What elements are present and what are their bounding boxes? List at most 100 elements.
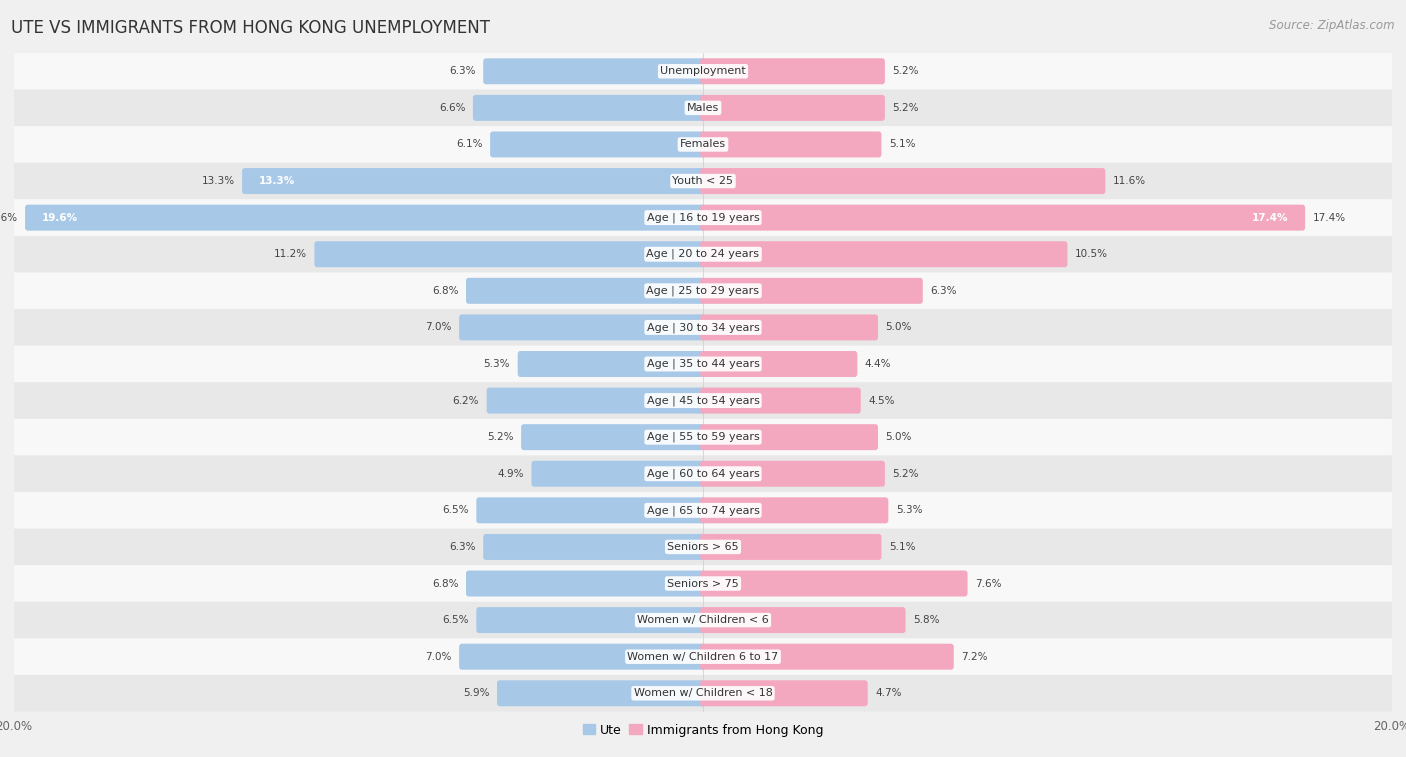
Text: 5.9%: 5.9%	[463, 688, 489, 698]
Text: Age | 45 to 54 years: Age | 45 to 54 years	[647, 395, 759, 406]
Text: 4.4%: 4.4%	[865, 359, 891, 369]
FancyBboxPatch shape	[14, 346, 1392, 382]
Text: 5.2%: 5.2%	[893, 469, 920, 478]
FancyBboxPatch shape	[465, 571, 706, 597]
FancyBboxPatch shape	[14, 675, 1392, 712]
FancyBboxPatch shape	[14, 53, 1392, 89]
FancyBboxPatch shape	[14, 419, 1392, 456]
FancyBboxPatch shape	[700, 681, 868, 706]
FancyBboxPatch shape	[700, 643, 953, 670]
FancyBboxPatch shape	[14, 638, 1392, 675]
Text: Age | 60 to 64 years: Age | 60 to 64 years	[647, 469, 759, 479]
FancyBboxPatch shape	[14, 163, 1392, 199]
FancyBboxPatch shape	[700, 388, 860, 413]
Text: 19.6%: 19.6%	[42, 213, 77, 223]
FancyBboxPatch shape	[14, 565, 1392, 602]
Text: 4.7%: 4.7%	[875, 688, 901, 698]
Text: UTE VS IMMIGRANTS FROM HONG KONG UNEMPLOYMENT: UTE VS IMMIGRANTS FROM HONG KONG UNEMPLO…	[11, 19, 491, 37]
FancyBboxPatch shape	[14, 492, 1392, 528]
Text: 5.2%: 5.2%	[893, 103, 920, 113]
Text: 6.1%: 6.1%	[456, 139, 482, 149]
Text: 5.3%: 5.3%	[484, 359, 510, 369]
Text: Unemployment: Unemployment	[661, 67, 745, 76]
FancyBboxPatch shape	[491, 132, 706, 157]
Text: Age | 20 to 24 years: Age | 20 to 24 years	[647, 249, 759, 260]
FancyBboxPatch shape	[700, 132, 882, 157]
Text: 6.3%: 6.3%	[931, 286, 957, 296]
Text: 13.3%: 13.3%	[259, 176, 295, 186]
FancyBboxPatch shape	[700, 168, 1105, 194]
Text: Source: ZipAtlas.com: Source: ZipAtlas.com	[1270, 19, 1395, 32]
FancyBboxPatch shape	[484, 534, 706, 560]
FancyBboxPatch shape	[531, 461, 706, 487]
FancyBboxPatch shape	[700, 607, 905, 633]
Text: 4.5%: 4.5%	[869, 396, 894, 406]
FancyBboxPatch shape	[14, 382, 1392, 419]
Text: Age | 65 to 74 years: Age | 65 to 74 years	[647, 505, 759, 516]
FancyBboxPatch shape	[486, 388, 706, 413]
FancyBboxPatch shape	[460, 314, 706, 341]
Text: Seniors > 65: Seniors > 65	[668, 542, 738, 552]
FancyBboxPatch shape	[465, 278, 706, 304]
Text: 5.3%: 5.3%	[896, 506, 922, 516]
FancyBboxPatch shape	[700, 534, 882, 560]
Text: 5.0%: 5.0%	[886, 432, 912, 442]
FancyBboxPatch shape	[700, 278, 922, 304]
Text: 17.4%: 17.4%	[1253, 213, 1289, 223]
FancyBboxPatch shape	[14, 199, 1392, 236]
FancyBboxPatch shape	[14, 602, 1392, 638]
FancyBboxPatch shape	[700, 241, 1067, 267]
Text: 7.2%: 7.2%	[962, 652, 988, 662]
Text: 19.6%: 19.6%	[0, 213, 17, 223]
FancyBboxPatch shape	[700, 424, 877, 450]
Text: Age | 35 to 44 years: Age | 35 to 44 years	[647, 359, 759, 369]
Text: 6.2%: 6.2%	[453, 396, 479, 406]
FancyBboxPatch shape	[14, 273, 1392, 309]
Text: Age | 25 to 29 years: Age | 25 to 29 years	[647, 285, 759, 296]
Text: 5.0%: 5.0%	[886, 322, 912, 332]
Legend: Ute, Immigrants from Hong Kong: Ute, Immigrants from Hong Kong	[578, 718, 828, 742]
Text: 6.3%: 6.3%	[449, 542, 475, 552]
FancyBboxPatch shape	[477, 607, 706, 633]
Text: 5.1%: 5.1%	[889, 139, 915, 149]
FancyBboxPatch shape	[14, 528, 1392, 565]
Text: 6.8%: 6.8%	[432, 286, 458, 296]
Text: Women w/ Children 6 to 17: Women w/ Children 6 to 17	[627, 652, 779, 662]
FancyBboxPatch shape	[484, 58, 706, 84]
Text: 13.3%: 13.3%	[201, 176, 235, 186]
FancyBboxPatch shape	[14, 309, 1392, 346]
Text: 10.5%: 10.5%	[1076, 249, 1108, 259]
FancyBboxPatch shape	[700, 497, 889, 523]
Text: Females: Females	[681, 139, 725, 149]
Text: 7.0%: 7.0%	[425, 652, 451, 662]
Text: 11.2%: 11.2%	[274, 249, 307, 259]
FancyBboxPatch shape	[700, 351, 858, 377]
FancyBboxPatch shape	[472, 95, 706, 121]
Text: Seniors > 75: Seniors > 75	[666, 578, 740, 588]
FancyBboxPatch shape	[14, 236, 1392, 273]
Text: Women w/ Children < 18: Women w/ Children < 18	[634, 688, 772, 698]
FancyBboxPatch shape	[14, 89, 1392, 126]
Text: 6.3%: 6.3%	[449, 67, 475, 76]
Text: 6.8%: 6.8%	[432, 578, 458, 588]
Text: 6.6%: 6.6%	[439, 103, 465, 113]
Text: 5.1%: 5.1%	[889, 542, 915, 552]
FancyBboxPatch shape	[522, 424, 706, 450]
Text: 5.8%: 5.8%	[912, 615, 939, 625]
FancyBboxPatch shape	[242, 168, 706, 194]
FancyBboxPatch shape	[517, 351, 706, 377]
FancyBboxPatch shape	[700, 95, 884, 121]
Text: 11.6%: 11.6%	[1114, 176, 1146, 186]
Text: 7.6%: 7.6%	[976, 578, 1001, 588]
FancyBboxPatch shape	[700, 204, 1305, 231]
Text: Age | 30 to 34 years: Age | 30 to 34 years	[647, 322, 759, 332]
Text: Age | 55 to 59 years: Age | 55 to 59 years	[647, 432, 759, 442]
Text: 6.5%: 6.5%	[443, 615, 468, 625]
Text: 5.2%: 5.2%	[486, 432, 513, 442]
Text: 7.0%: 7.0%	[425, 322, 451, 332]
FancyBboxPatch shape	[25, 204, 706, 231]
Text: Youth < 25: Youth < 25	[672, 176, 734, 186]
FancyBboxPatch shape	[477, 497, 706, 523]
FancyBboxPatch shape	[14, 126, 1392, 163]
Text: Age | 16 to 19 years: Age | 16 to 19 years	[647, 213, 759, 223]
